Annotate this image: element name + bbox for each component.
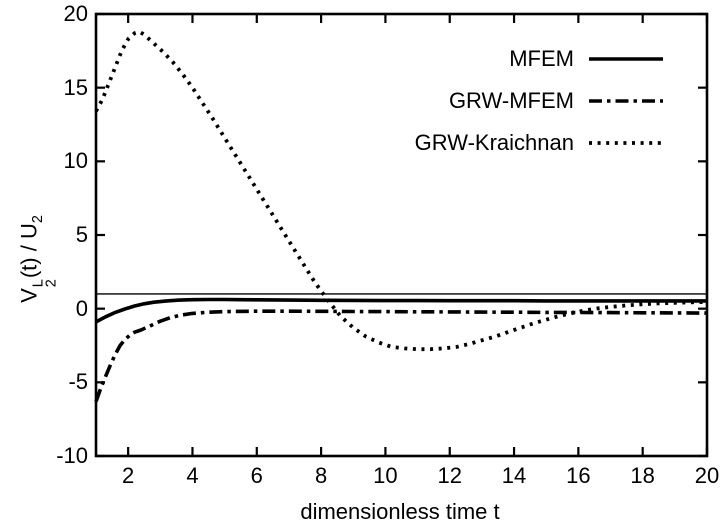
x-tick-label: 20 (694, 463, 720, 488)
x-tick-label: 18 (630, 463, 655, 488)
series-curve-grw-kraichnan (94, 29, 708, 352)
x-tick-label: 14 (501, 463, 527, 488)
x-tick-label: 6 (250, 463, 263, 488)
series-curve-mfem (95, 297, 707, 324)
y-tick-label: 0 (75, 295, 88, 321)
legend-item-mfem: MFEM (415, 38, 665, 80)
y-axis-label: V L 2 (t) / U2 (17, 215, 60, 303)
legend-item-grw-mfem: GRW-MFEM (415, 80, 665, 122)
x-tick-label: 2 (122, 463, 135, 488)
legend-line-sample-dotted-icon (589, 141, 663, 145)
y-tick-label: 10 (63, 148, 88, 174)
series-curve-grw-mfem (94, 309, 708, 403)
x-tick-label: 16 (566, 463, 591, 488)
x-tick-label: 8 (314, 463, 328, 488)
legend-label-grw-kraichnan: GRW-Kraichnan (414, 130, 574, 155)
x-tick-label: 12 (437, 463, 462, 488)
legend-line-sample-solid-icon (589, 57, 663, 61)
y-tick-label: 5 (75, 222, 88, 247)
x-axis-label: dimensionless time t (300, 499, 500, 524)
legend-line-sample-dashdot-icon (589, 99, 663, 103)
y-axis-label-base: V (16, 288, 42, 303)
y-tick-label: -5 (68, 369, 88, 395)
legend-item-grw-kraichnan: GRW-Kraichnan (415, 122, 665, 164)
x-tick-label: 4 (186, 463, 199, 488)
legend-label-grw-mfem: GRW-MFEM (448, 88, 574, 113)
y-axis-label-sub: 2 (44, 279, 61, 288)
legend-label-mfem: MFEM (509, 46, 574, 71)
x-tick-label: 10 (373, 463, 398, 488)
y-axis-label-rest-sub: 2 (30, 215, 46, 224)
y-tick-label: 15 (63, 74, 88, 100)
y-tick-label: -10 (56, 443, 88, 468)
y-tick-label: 20 (63, 1, 88, 26)
legend: MFEM GRW-MFEM GRW-Kraichnan (415, 38, 665, 164)
y-axis-label-rest: (t) / U (16, 223, 42, 279)
